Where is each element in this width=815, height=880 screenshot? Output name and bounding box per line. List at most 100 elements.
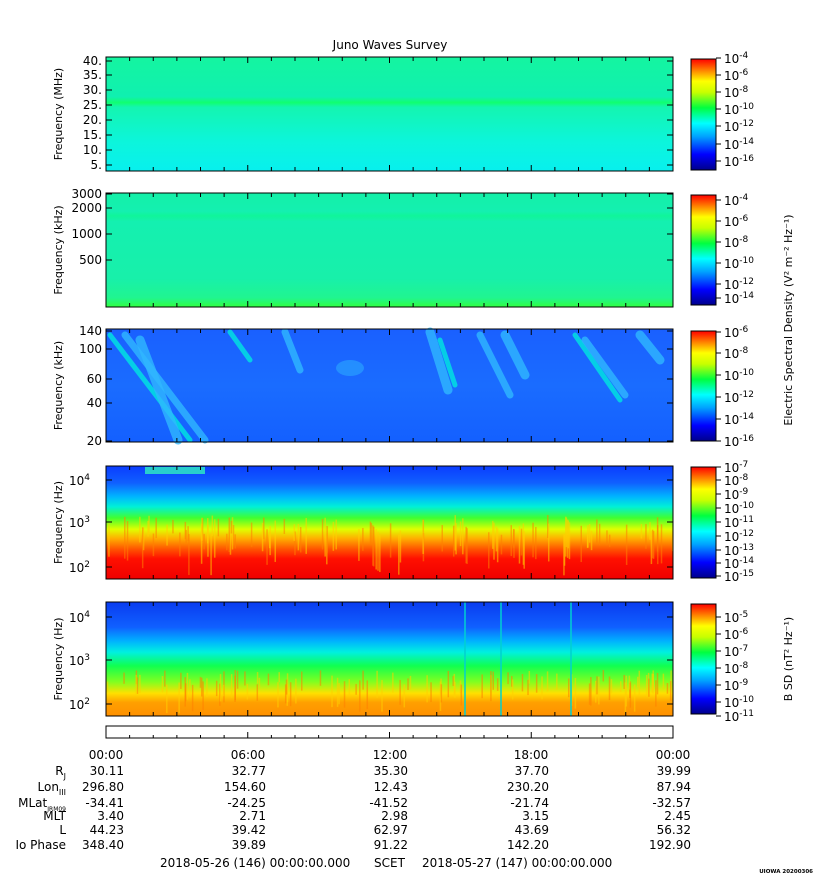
texture-stripe: [645, 674, 648, 697]
texture-stripe: [336, 677, 339, 707]
texture-stripe: [652, 531, 655, 559]
texture-stripe: [285, 679, 288, 695]
colorbar-tick-label: 10-11: [724, 709, 754, 724]
colorbar-tick-label: 10-7: [724, 460, 748, 475]
colorbar-tick-label: 10-10: [724, 102, 754, 117]
texture-stripe: [261, 522, 264, 552]
texture-stripe: [452, 675, 455, 686]
texture-stripe: [492, 671, 494, 690]
ephemeris-table: 00:00 06:00 12:00 18:00 00:00 RJ 30.11 32.77 35.…: [15, 732, 691, 852]
texture-stripe: [179, 532, 181, 557]
texture-stripe: [305, 517, 307, 554]
ephemeris-row-label: MLatJRM09: [18, 796, 66, 813]
texture-stripe: [490, 671, 492, 702]
texture-stripe: [574, 677, 577, 709]
y-tick-label: 60: [87, 372, 102, 386]
texture-stripe: [203, 533, 205, 550]
texture-stripe: [286, 684, 288, 706]
texture-stripe: [244, 671, 246, 686]
colorbar-tick-label: 10-14: [724, 137, 754, 152]
colorbar-tick-label: 10-8: [724, 473, 749, 488]
colorbar-tick-label: 10-8: [724, 85, 749, 100]
texture-stripe: [283, 518, 286, 534]
texture-stripe: [662, 673, 665, 689]
ephemeris-row-label: RJ: [55, 764, 66, 781]
colorbar-tick-label: 10-10: [724, 695, 754, 710]
texture-stripe: [628, 675, 631, 690]
colorbar-tick-label: 10-14: [724, 291, 754, 306]
emission-streak: [500, 330, 530, 380]
texture-stripe: [256, 684, 259, 701]
texture-stripe: [277, 682, 279, 708]
texture-stripe: [180, 672, 182, 689]
texture-stripe: [234, 675, 236, 702]
y-tick-label: 102: [69, 560, 90, 575]
texture-stripe: [236, 670, 239, 689]
texture-stripe: [362, 670, 364, 690]
texture-stripe: [319, 670, 322, 686]
time-label: 00:00: [89, 748, 124, 762]
emission-streak: [121, 331, 209, 444]
texture-stripe: [462, 518, 464, 555]
texture-stripe: [633, 684, 636, 712]
emission-streak: [281, 328, 304, 374]
texture-stripe: [123, 672, 125, 684]
colorbar-tick-label: 10-12: [724, 529, 754, 544]
ephemeris-value: 3.15: [522, 809, 549, 823]
texture-stripe: [172, 519, 174, 534]
texture-stripe: [546, 671, 549, 692]
y-tick-label: 140: [79, 324, 102, 338]
texture-stripe: [207, 525, 209, 557]
spectrogram-image: [106, 602, 673, 716]
ephemeris-value: 39.42: [232, 823, 266, 837]
texture-stripe: [422, 519, 424, 554]
texture-stripe: [231, 517, 234, 550]
y-tick-label: 40: [87, 396, 102, 410]
texture-stripe: [274, 520, 277, 562]
texture-stripe: [563, 534, 566, 566]
y-tick-label: 102: [69, 697, 90, 712]
colorbar-tick-label: 10-14: [724, 556, 754, 571]
texture-stripe: [166, 524, 168, 546]
texture-stripe: [588, 683, 591, 705]
texture-stripe: [602, 670, 605, 682]
colorbar-tick-label: 10-8: [724, 661, 749, 676]
colorbar-tick-label: 10-10: [724, 368, 754, 383]
texture-stripe: [187, 526, 189, 542]
texture-stripe: [297, 523, 300, 551]
texture-stripe: [269, 525, 271, 556]
texture-stripe: [229, 527, 232, 555]
texture-stripe: [358, 529, 360, 561]
texture-stripe: [535, 674, 538, 693]
colorbar-label: Electric Spectral Density (V² m⁻² Hz⁻¹): [782, 214, 795, 425]
texture-stripe: [148, 515, 150, 535]
texture-stripe: [301, 671, 303, 691]
texture-stripe: [256, 672, 259, 684]
texture-stripe: [366, 680, 369, 710]
y-tick-label: 1000: [71, 227, 102, 241]
ephemeris-value: 56.32: [657, 823, 691, 837]
colorbar-tick-label: 10-4: [724, 51, 749, 66]
texture-stripe: [375, 529, 377, 570]
texture-stripe: [214, 519, 216, 558]
texture-stripe: [513, 529, 515, 558]
texture-stripe: [590, 676, 592, 706]
ephemeris-value: 154.60: [224, 780, 266, 794]
colorbar-tick-label: 10-12: [724, 119, 754, 134]
texture-stripe: [511, 675, 513, 687]
texture-stripe: [210, 533, 212, 576]
texture-stripe: [228, 517, 231, 553]
texture-stripe: [377, 531, 379, 571]
ephemeris-value: 62.97: [374, 823, 408, 837]
texture-stripe: [124, 516, 126, 559]
time-label: 00:00: [656, 748, 691, 762]
y-axis-label: Frequency (Hz): [52, 481, 65, 564]
ephemeris-value: 43.69: [515, 823, 549, 837]
colorbar-tick-label: 10-6: [724, 68, 749, 83]
texture-stripe: [295, 678, 297, 704]
texture-stripe: [496, 528, 499, 563]
colorbar-tick-label: 10-16: [724, 154, 754, 169]
texture-stripe: [669, 681, 672, 701]
ephemeris-value: -41.52: [369, 796, 408, 810]
texture-stripe: [161, 676, 164, 693]
